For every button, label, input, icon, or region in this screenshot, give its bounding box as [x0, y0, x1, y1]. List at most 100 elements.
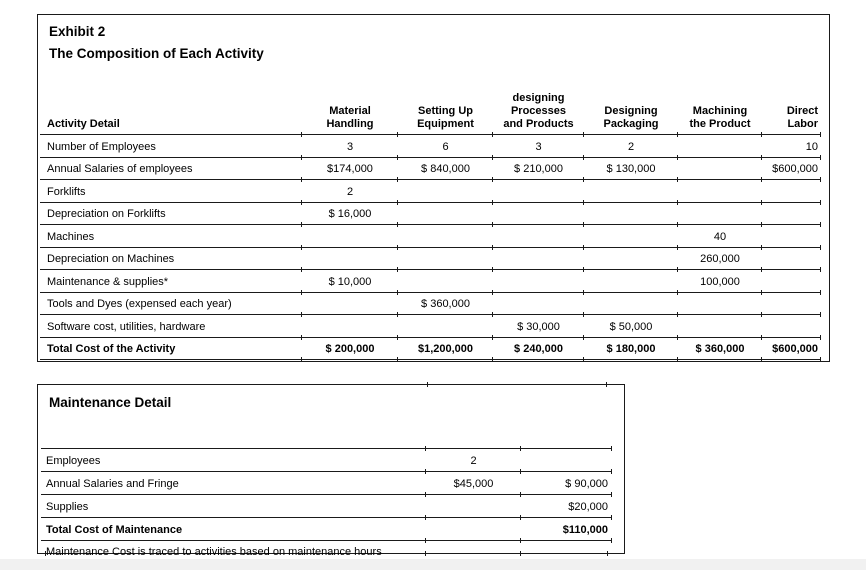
row-label: Forklifts: [47, 185, 86, 198]
cell: [425, 514, 521, 520]
cell: 2: [425, 455, 521, 474]
cell: [397, 334, 493, 340]
row-label: Tools and Dyes (expensed each year): [47, 298, 232, 310]
row-label: [41, 445, 426, 448]
row-label: Annual Salaries and Fringe: [46, 478, 179, 490]
cell: $ 10,000: [301, 276, 398, 295]
exhibit2-table: Activity Detail Material Handling Setting U…: [40, 83, 821, 362]
maintenance-table: Employees 2 Annual Salaries and Fringe $45,…: [41, 439, 612, 559]
cell: [301, 311, 398, 317]
cell: [583, 266, 678, 272]
exhibit2-panel: Exhibit 2 The Composition of Each Activi…: [37, 14, 830, 362]
cell: $ 360,000: [677, 343, 762, 362]
exhibit2-col-header: designing Processes and Products: [492, 92, 584, 137]
exhibit2-col-header: Activity Detail: [47, 118, 120, 130]
exhibit2-subtitle: The Composition of Each Activity: [49, 46, 264, 61]
table-row: Tools and Dyes (expensed each year) $ 360…: [40, 293, 821, 317]
grid-tick: [425, 551, 426, 556]
cell: $ 240,000: [492, 343, 584, 362]
cell: [761, 334, 820, 340]
exhibit2-col-header: Designing Packaging: [583, 105, 678, 137]
table-row: Depreciation on Forklifts $ 16,000: [40, 203, 821, 227]
row-label: Maintenance & supplies*: [47, 275, 169, 288]
cell: [761, 289, 820, 295]
maintenance-table-body: Employees 2 Annual Salaries and Fringe $45,…: [41, 439, 612, 543]
cell: 260,000: [677, 253, 762, 272]
cell: [677, 199, 762, 205]
cell: [425, 445, 521, 451]
maintenance-title: Maintenance Detail: [49, 395, 172, 410]
grid-tick: [427, 382, 428, 387]
table-row: Total Cost of Maintenance $110,000: [41, 518, 612, 543]
cell: $ 180,000: [583, 343, 678, 362]
cell: $174,000: [301, 163, 398, 182]
cell: 10: [761, 141, 820, 160]
cell: [301, 244, 398, 250]
cell: [583, 244, 678, 250]
cell: [492, 221, 584, 227]
cell: [761, 199, 820, 205]
cell: $600,000: [761, 343, 820, 362]
cell: $ 210,000: [492, 163, 584, 182]
row-label: Supplies: [46, 501, 89, 513]
row-label: Employees: [46, 455, 101, 467]
cell: 100,000: [677, 276, 762, 295]
cell: [677, 221, 762, 227]
row-label: Depreciation on Machines: [47, 253, 175, 265]
cell: [583, 221, 678, 227]
cell: [301, 266, 398, 272]
cell: $ 16,000: [301, 208, 398, 227]
cell: [492, 311, 584, 317]
cell: [492, 266, 584, 272]
table-row: Employees 2: [41, 449, 612, 474]
table-row: Forklifts 2: [40, 180, 821, 205]
cell: [677, 176, 762, 182]
row-label: Software cost, utilities, hardware: [47, 320, 206, 333]
cell: [520, 468, 611, 474]
table-row: [41, 439, 612, 451]
table-row: Total Cost of the Activity $ 200,000 $1,20…: [40, 338, 821, 362]
table-row: Maintenance & supplies* $ 10,000 100,000: [40, 270, 821, 295]
table-row: Supplies $20,000: [41, 495, 612, 520]
grid-tick: [607, 551, 608, 556]
cell: [520, 445, 611, 451]
row-label: Annual Salaries of employees: [47, 163, 193, 175]
cell: [677, 154, 762, 160]
cell: $45,000: [425, 478, 521, 497]
cell: 2: [301, 186, 398, 205]
grid-tick: [45, 551, 46, 556]
table-row: Annual Salaries of employees $174,000 $ 84…: [40, 158, 821, 182]
cell: 3: [301, 141, 398, 160]
cell: [492, 244, 584, 250]
cell: [397, 266, 493, 272]
cell: [583, 289, 678, 295]
cell: [677, 311, 762, 317]
cell: [397, 289, 493, 295]
grid-tick: [520, 551, 521, 556]
row-label: Depreciation on Forklifts: [47, 208, 166, 220]
cell: 3: [492, 141, 584, 160]
cell: [761, 311, 820, 317]
cell: [397, 244, 493, 250]
cell: [761, 266, 820, 272]
row-label: Total Cost of the Activity: [47, 343, 176, 355]
cell: 2: [583, 141, 678, 160]
maintenance-panel: Maintenance Detail Employees 2 Annual Sala…: [37, 382, 625, 558]
cell: [397, 199, 493, 205]
row-label: Total Cost of Maintenance: [46, 524, 183, 536]
cell: $ 30,000: [492, 321, 584, 340]
cell: [761, 221, 820, 227]
bottom-strip: [0, 559, 866, 570]
cell: $ 200,000: [301, 343, 398, 362]
cell: [761, 244, 820, 250]
cell: $600,000: [761, 163, 820, 182]
maintenance-footnote: Maintenance Cost is traced to activities…: [46, 546, 382, 558]
exhibit2-header-row: Activity Detail Material Handling Setting U…: [40, 83, 821, 137]
exhibit2-col-header: Setting Up Equipment: [397, 105, 493, 137]
cell: $ 840,000: [397, 163, 493, 182]
table-row: Number of Employees 3 6 3 2 10: [40, 135, 821, 160]
table-row: Depreciation on Machines 260,000: [40, 248, 821, 272]
cell: [583, 311, 678, 317]
grid-tick: [606, 382, 607, 387]
